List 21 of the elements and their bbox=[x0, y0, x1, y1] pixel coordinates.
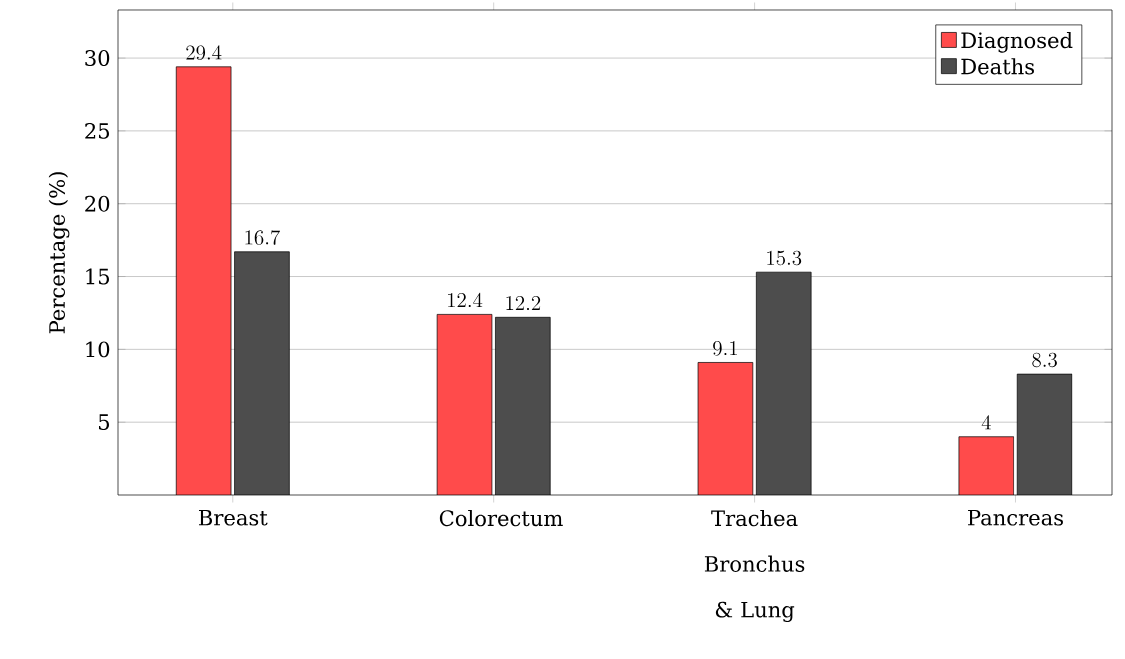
x-tick-label: Pancreas bbox=[968, 509, 1063, 526]
data-label: 4 bbox=[981, 415, 991, 430]
data-label: 15.3 bbox=[767, 250, 802, 266]
data-label: 16.7 bbox=[245, 230, 280, 245]
y-tick-label: 5 bbox=[99, 414, 109, 431]
legend-label: Diagnosed bbox=[961, 31, 1073, 53]
category-label: Trachea Bronchus & Lung bbox=[704, 509, 805, 622]
y-axis-title: Percentage (%) bbox=[48, 172, 70, 334]
data-label: 8.3 bbox=[1032, 352, 1057, 368]
y-tick-label: 10 bbox=[86, 341, 110, 358]
x-tick-label: Colorectum bbox=[439, 509, 563, 527]
x-tick-label: Breast bbox=[198, 509, 268, 526]
data-label: 9. 1 bbox=[713, 341, 737, 356]
y-tick-label: 15 bbox=[86, 268, 109, 285]
y-tick-label: 25 bbox=[85, 122, 109, 139]
data-label: 12.4 bbox=[448, 292, 483, 308]
data-label: 29.4 bbox=[186, 45, 222, 60]
y-tick-label: 30 bbox=[85, 50, 110, 67]
legend-label: Deaths bbox=[961, 58, 1034, 75]
data-label: 12.2 bbox=[506, 295, 541, 310]
y-tick-label: 20 bbox=[85, 195, 110, 212]
